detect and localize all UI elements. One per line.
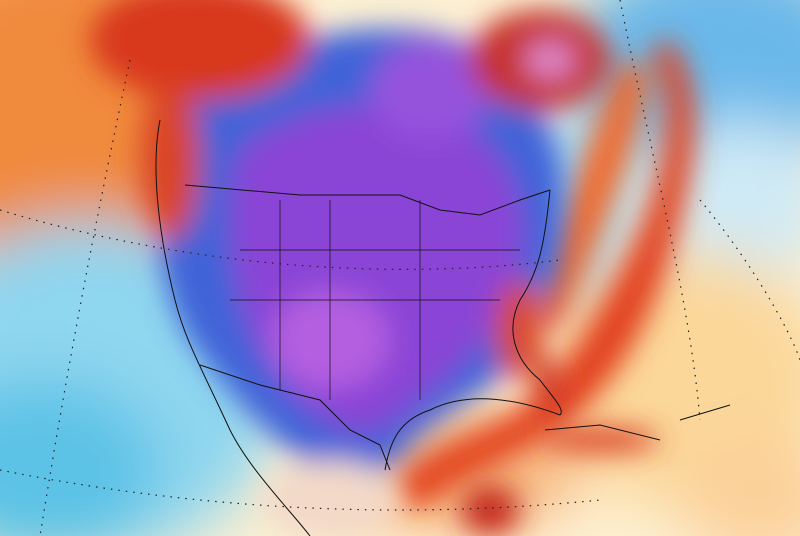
longitude-line xyxy=(39,59,131,536)
cuba-warm-area xyxy=(540,428,660,452)
caribbean-warm-area xyxy=(680,440,800,536)
latitude-line xyxy=(0,469,601,511)
island-coast xyxy=(544,404,731,441)
continent-fields xyxy=(90,0,660,536)
state-lines xyxy=(230,200,520,400)
borders xyxy=(155,119,731,536)
coastline xyxy=(155,119,311,536)
warm-band-core xyxy=(390,40,694,510)
border-line xyxy=(199,364,391,471)
border-line xyxy=(184,184,551,216)
coastline xyxy=(384,398,561,471)
quebec-hot-spot xyxy=(525,42,575,78)
northwest-warm-area xyxy=(90,0,310,100)
west-coast-warm-area xyxy=(140,80,200,240)
mexico-mild-area xyxy=(260,460,400,536)
coastline xyxy=(512,189,562,416)
southeast-warm-area xyxy=(495,280,545,380)
latitude-line xyxy=(0,209,561,270)
yucatan-warm-area xyxy=(460,485,520,535)
canada-cold-core xyxy=(370,40,490,140)
pacific-cold-area xyxy=(0,380,160,536)
florida-warm-area xyxy=(536,357,564,413)
longitude-line xyxy=(619,0,701,421)
